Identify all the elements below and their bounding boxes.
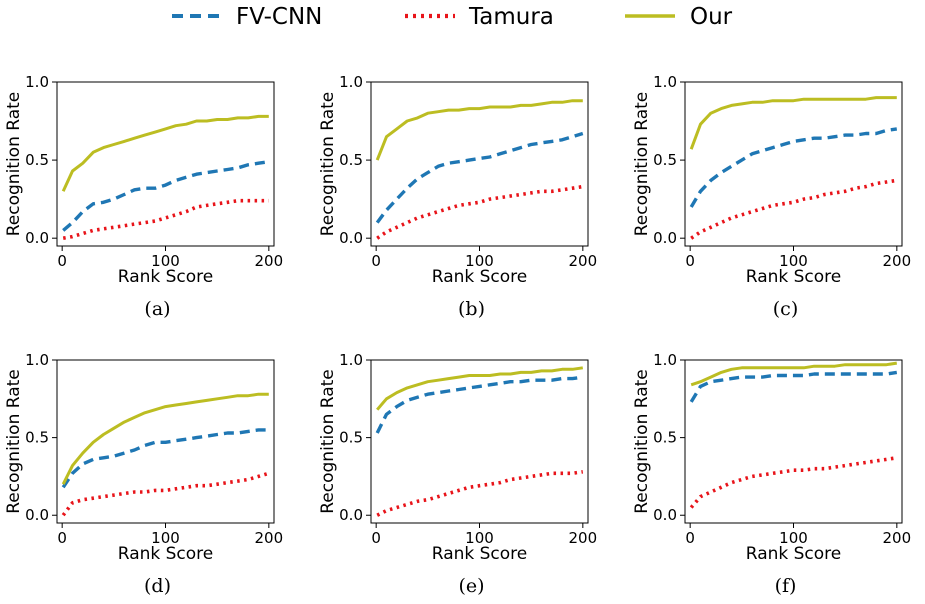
series-line-tamura bbox=[62, 198, 269, 240]
y-tick-label: 0.0 bbox=[339, 229, 363, 247]
x-tick-label: 200 bbox=[883, 529, 912, 547]
series-line-tamura bbox=[689, 456, 898, 509]
y-tick-label: 1.0 bbox=[25, 73, 49, 91]
x-axis-label: Rank Score bbox=[432, 267, 528, 287]
legend-label-fv-cnn: FV-CNN bbox=[236, 4, 322, 30]
y-tick-label: 0.0 bbox=[653, 506, 677, 524]
series-line-our bbox=[375, 99, 583, 161]
subplot-e: 0 100 200 0.0 0.5 1.0 Rank Score Recognition Ra… bbox=[318, 351, 597, 597]
x-axis-label: Rank Score bbox=[746, 544, 842, 564]
series-line-tamura bbox=[376, 470, 584, 517]
series-line-our bbox=[689, 96, 897, 150]
y-axis-label: Recognition Rate bbox=[4, 92, 24, 237]
series-line-our bbox=[376, 366, 584, 411]
y-axis-label: Recognition Rate bbox=[632, 369, 652, 514]
subplot-caption: (c) bbox=[773, 298, 798, 320]
subplot-caption: (d) bbox=[144, 575, 171, 597]
y-tick-label: 0.5 bbox=[339, 151, 363, 169]
legend-label-tamura: Tamura bbox=[468, 4, 554, 30]
series-line-fv-cnn bbox=[689, 370, 898, 403]
x-tick-label: 100 bbox=[465, 529, 494, 547]
x-tick-label: 100 bbox=[779, 529, 808, 547]
y-tick-label: 0.0 bbox=[339, 506, 363, 524]
series-line-tamura bbox=[376, 184, 584, 240]
x-tick-label: 200 bbox=[255, 529, 284, 547]
series-line-our bbox=[61, 392, 269, 485]
series-line-fv-cnn bbox=[689, 127, 898, 208]
x-axis-label: Rank Score bbox=[746, 267, 842, 287]
y-tick-label: 1.0 bbox=[25, 351, 49, 369]
subplot-c: 0 100 200 0.0 0.5 1.0 Rank Score Recognition Ra… bbox=[632, 73, 911, 320]
subplot-f: 0 100 200 0.0 0.5 1.0 Rank Score Recognition Ra… bbox=[632, 351, 911, 597]
y-tick-label: 0.5 bbox=[653, 429, 677, 447]
x-tick-label: 100 bbox=[151, 252, 180, 270]
y-tick-label: 1.0 bbox=[339, 351, 363, 369]
subplot-grid: 0 100 200 0.0 0.5 1.0 Rank Score Recognition Ra… bbox=[4, 73, 911, 597]
x-tick-label: 100 bbox=[779, 252, 808, 270]
y-axis-label: Recognition Rate bbox=[632, 92, 652, 237]
series-line-fv-cnn bbox=[62, 160, 270, 232]
y-tick-label: 0.5 bbox=[25, 429, 49, 447]
y-axis-label: Recognition Rate bbox=[318, 92, 338, 237]
axes-frame bbox=[56, 81, 275, 247]
series-line-fv-cnn bbox=[375, 375, 584, 434]
axes-frame bbox=[370, 359, 589, 524]
x-tick-label: 0 bbox=[685, 252, 695, 270]
y-tick-label: 0.0 bbox=[25, 506, 49, 524]
y-tick-label: 1.0 bbox=[653, 73, 677, 91]
x-tick-label: 100 bbox=[151, 529, 180, 547]
x-tick-label: 0 bbox=[57, 529, 67, 547]
y-tick-label: 0.5 bbox=[25, 151, 49, 169]
axes-frame bbox=[684, 81, 903, 247]
axes-frame bbox=[684, 359, 903, 524]
series-line-tamura bbox=[61, 471, 270, 517]
y-tick-label: 1.0 bbox=[339, 73, 363, 91]
axes-frame bbox=[370, 81, 589, 247]
x-axis-label: Rank Score bbox=[432, 544, 528, 564]
subplot-caption: (b) bbox=[458, 298, 485, 320]
legend-label-our: Our bbox=[690, 4, 733, 30]
x-tick-label: 200 bbox=[255, 252, 284, 270]
y-tick-label: 0.5 bbox=[653, 151, 677, 169]
x-tick-label: 100 bbox=[465, 252, 494, 270]
subplot-caption: (e) bbox=[458, 575, 484, 597]
y-axis-label: Recognition Rate bbox=[4, 369, 24, 514]
y-tick-label: 0.0 bbox=[653, 229, 677, 247]
legend: FV-CNN Tamura Our bbox=[172, 4, 733, 30]
x-axis-label: Rank Score bbox=[118, 544, 214, 564]
y-tick-label: 0.5 bbox=[339, 429, 363, 447]
x-tick-label: 0 bbox=[371, 252, 381, 270]
series-line-our bbox=[690, 361, 898, 387]
y-axis-label: Recognition Rate bbox=[318, 369, 338, 514]
series-line-fv-cnn bbox=[61, 428, 269, 489]
x-tick-label: 200 bbox=[569, 252, 598, 270]
subplot-caption: (a) bbox=[144, 298, 170, 320]
x-tick-label: 0 bbox=[57, 252, 67, 270]
series-line-our bbox=[61, 114, 269, 192]
x-tick-label: 0 bbox=[371, 529, 381, 547]
series-line-fv-cnn bbox=[375, 131, 584, 224]
subplot-d: 0 100 200 0.0 0.5 1.0 Rank Score Recognition Ra… bbox=[4, 351, 283, 597]
x-axis-label: Rank Score bbox=[118, 267, 214, 287]
x-tick-label: 200 bbox=[569, 529, 598, 547]
x-tick-label: 0 bbox=[685, 529, 695, 547]
subplot-b: 0 100 200 0.0 0.5 1.0 Rank Score Recognition Ra… bbox=[318, 73, 597, 320]
y-tick-label: 0.0 bbox=[25, 229, 49, 247]
y-tick-label: 1.0 bbox=[653, 351, 677, 369]
subplot-a: 0 100 200 0.0 0.5 1.0 Rank Score Recognition Ra… bbox=[4, 73, 283, 320]
x-tick-label: 200 bbox=[883, 252, 912, 270]
series-line-tamura bbox=[690, 178, 898, 240]
subplot-caption: (f) bbox=[775, 575, 797, 597]
